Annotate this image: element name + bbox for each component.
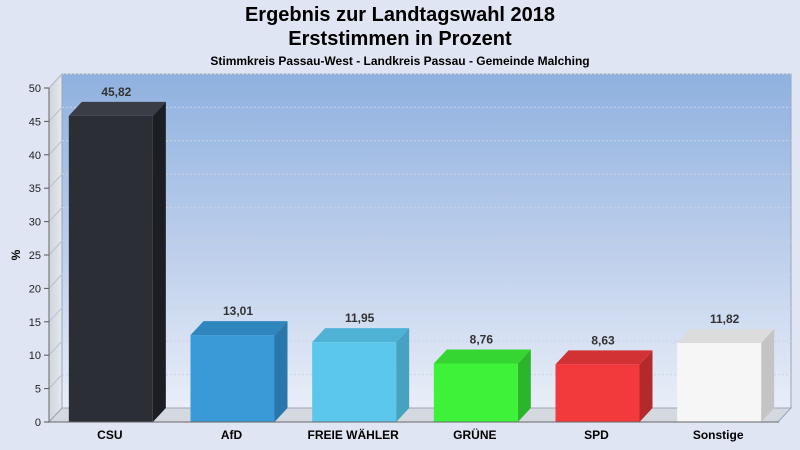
y-tick-label: 0 [35,417,41,429]
y-tick-label: 35 [29,183,41,195]
x-tick-label: AfD [221,428,243,442]
bar-side [639,350,653,422]
y-tick-label: 40 [29,150,41,162]
gridline-wall [48,374,63,389]
bar [555,364,640,422]
bar [68,115,153,423]
gridline-wall [48,340,63,356]
y-axis-label: % [9,249,23,260]
gridline-wall [48,107,63,122]
y-tick-label: 15 [29,317,41,329]
bar-side [274,321,288,422]
y-tick-label: 10 [29,350,41,362]
gridline-wall [48,240,63,256]
bar [312,342,397,422]
x-tick-label: SPD [584,428,609,442]
bar-value-label: 11,82 [710,312,740,326]
y-tick-label: 5 [35,384,41,396]
chart-title-line2: Erststimmen in Prozent [288,28,512,50]
x-tick-label: Sonstige [693,428,744,442]
bar-side [152,101,166,423]
bar-value-label: 45,82 [101,85,131,99]
chart-subtitle: Stimmkreis Passau-West - Landkreis Passa… [210,54,590,68]
y-tick-label: 25 [29,250,41,262]
y-tick-label: 20 [29,283,41,295]
bar-value-label: 8,76 [470,332,494,346]
bar-side [761,329,775,422]
bar-value-label: 8,63 [591,333,615,347]
x-tick-label: GRÜNE [453,427,496,442]
x-tick-label: CSU [97,428,122,442]
bar-top [555,350,653,365]
x-tick-label: FREIE WÄHLER [307,427,399,442]
y-tick-label: 45 [29,116,41,128]
gridline-wall [48,307,63,323]
bar [677,343,762,422]
bar-top [312,328,410,343]
bar [433,363,518,422]
bar-top [68,101,166,116]
gridline-wall [48,173,63,189]
bar-top [433,349,531,364]
gridline-wall [48,73,63,89]
bar-top [677,329,775,344]
gridline-wall [48,207,63,222]
gridline-wall [48,274,63,289]
bar-side [396,328,410,422]
bar-value-label: 11,95 [345,311,375,325]
gridline-wall [48,140,63,156]
bar-top [190,321,288,336]
y-tick-label: 30 [29,217,41,229]
y-tick-label: 50 [29,83,41,95]
bar-side [517,349,531,422]
bar [190,335,275,422]
chart-title: Ergebnis zur Landtagswahl 2018 [244,4,556,26]
bar-value-label: 13,01 [223,304,253,318]
